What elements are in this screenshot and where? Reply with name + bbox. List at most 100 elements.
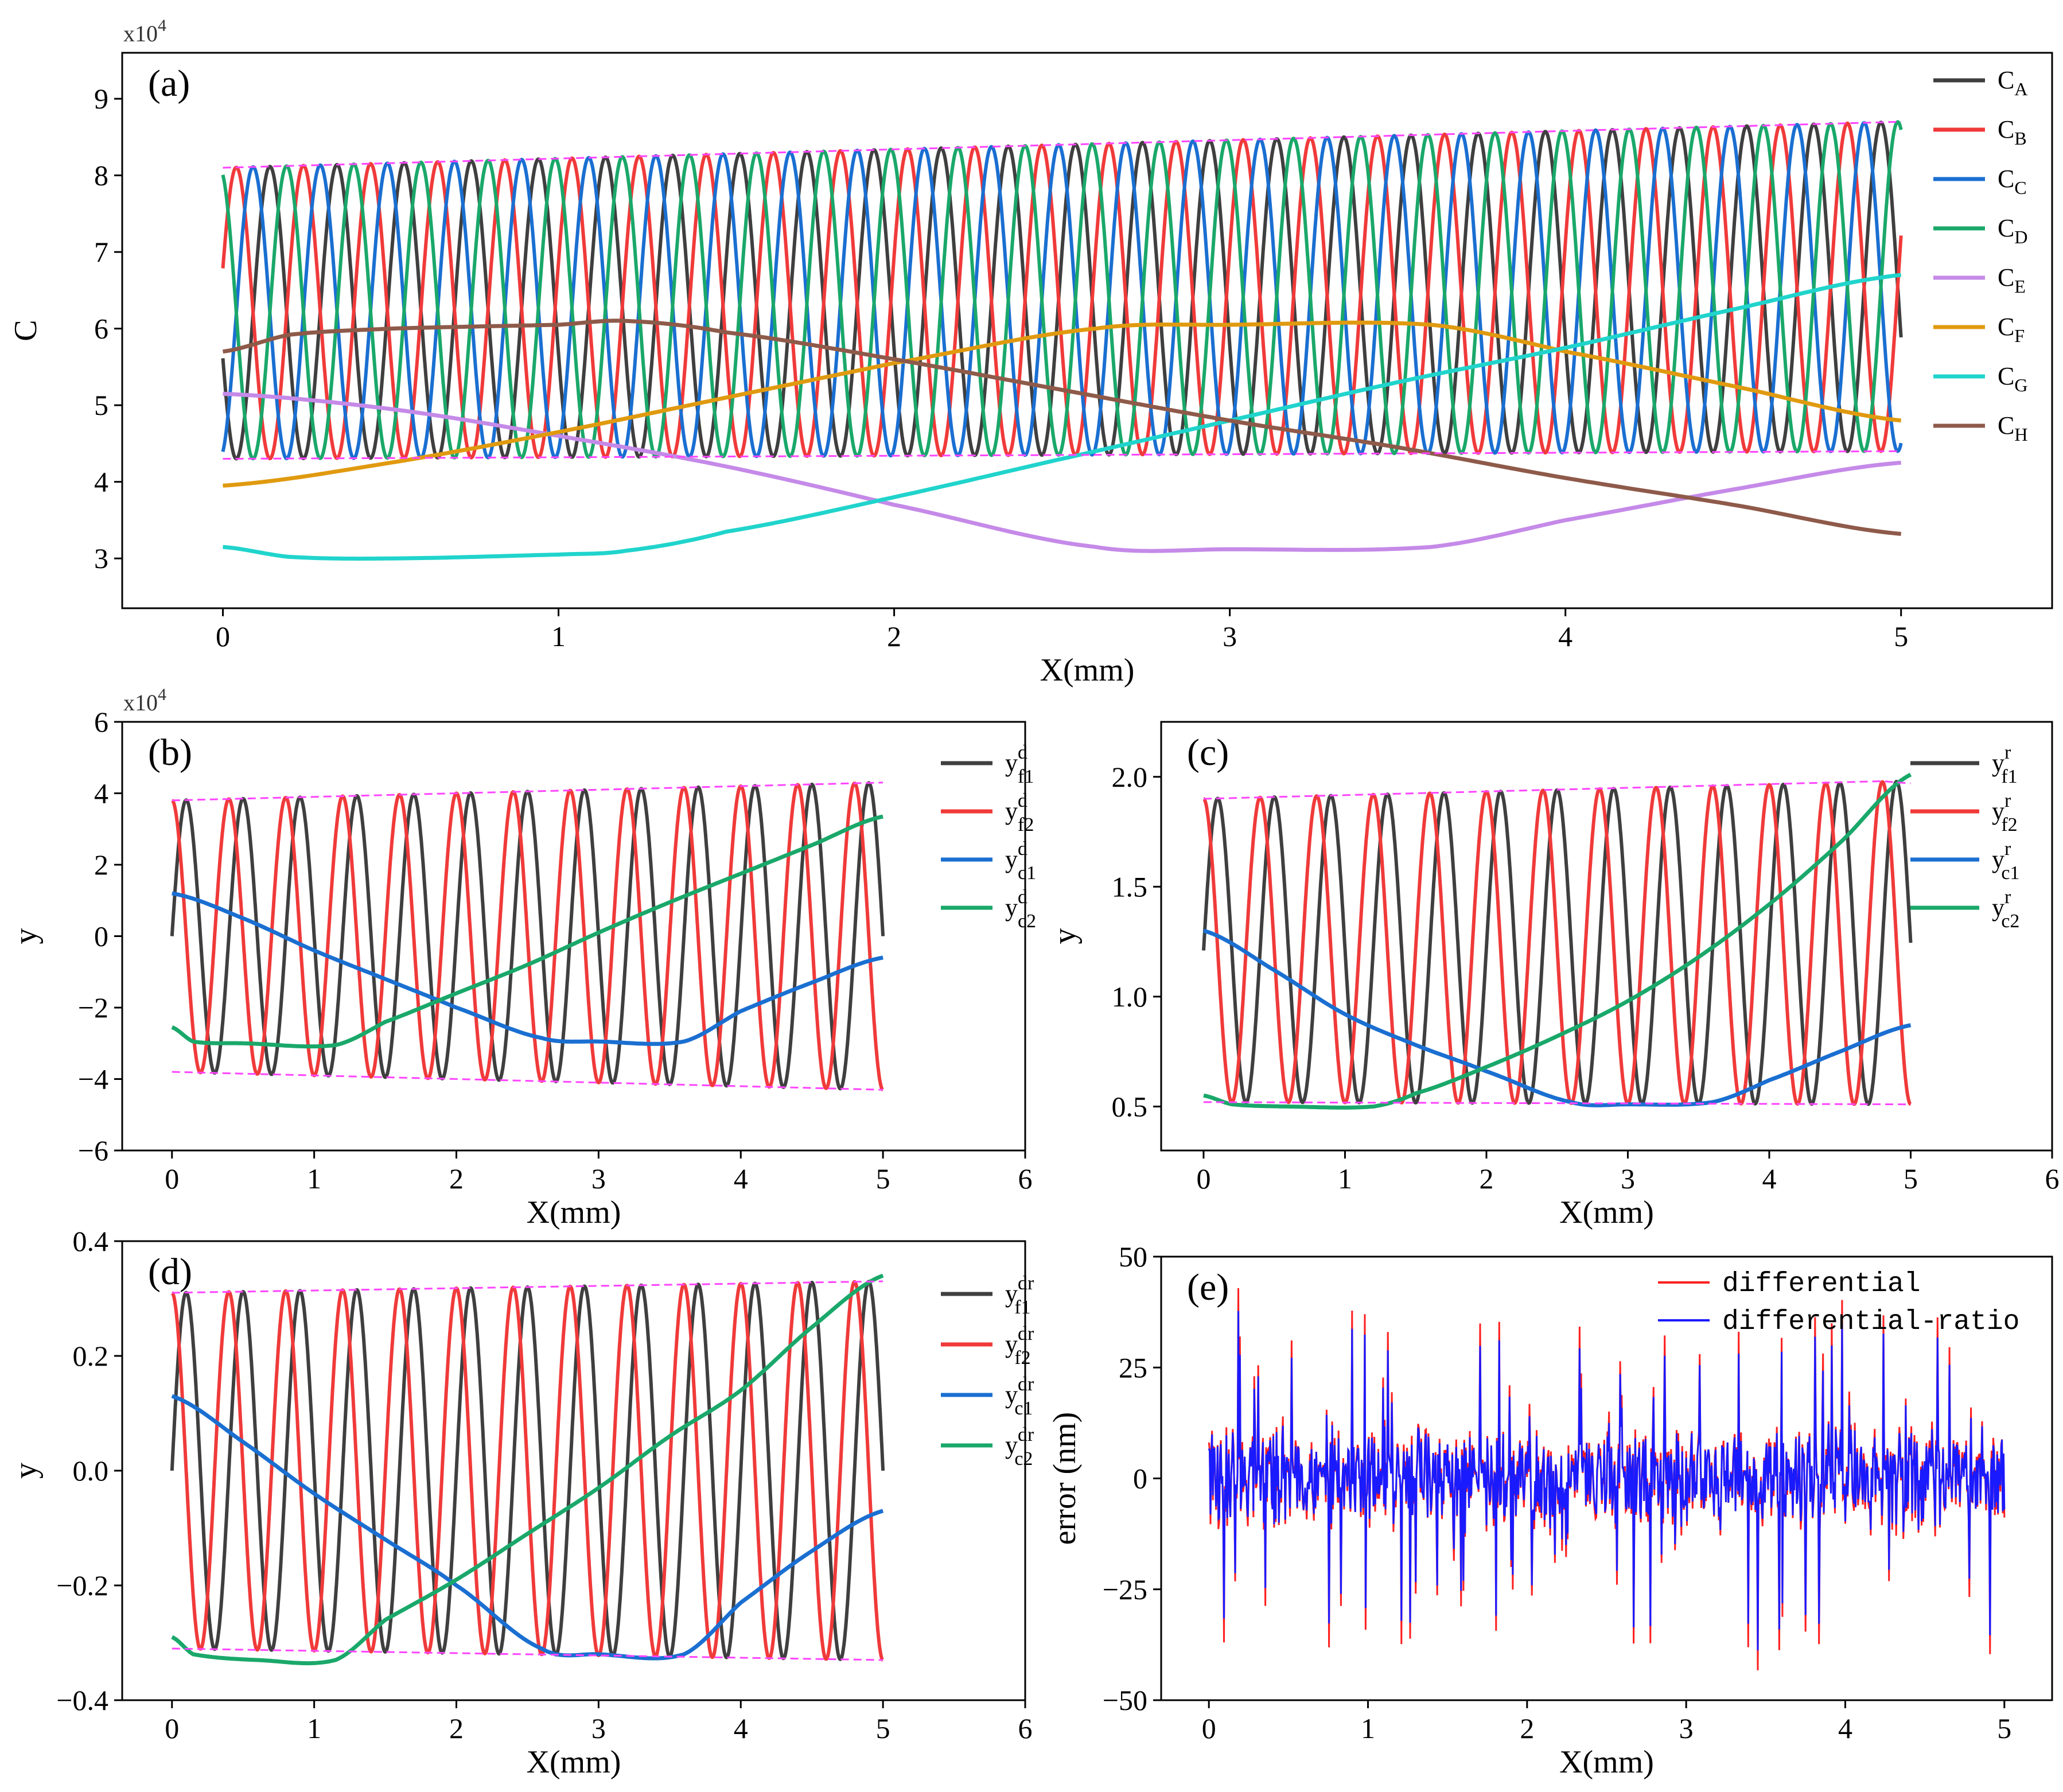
panel-label: (a) [148, 63, 190, 104]
x-tick-label: 3 [591, 1163, 606, 1195]
legend-label: ydr f1 [1005, 1273, 1034, 1318]
x-tick-label: 1 [1338, 1163, 1352, 1195]
legend-label: yd f2 [1005, 790, 1034, 835]
y-axis-label: C [8, 320, 44, 341]
x-axis-label: X(mm) [1559, 1195, 1654, 1230]
x-tick-label: 0 [1202, 1712, 1216, 1744]
envelope-upper [172, 1280, 883, 1294]
legend-label: yd c2 [1005, 887, 1036, 932]
x-tick-label: 0 [1196, 1163, 1210, 1195]
y-multiplier: x104 [123, 685, 166, 716]
x-tick-label: 2 [449, 1163, 464, 1195]
y-tick-label: 4 [94, 778, 108, 810]
x-axis-label: X(mm) [1040, 652, 1135, 688]
x-tick-label: 5 [876, 1163, 890, 1195]
x-tick-label: 4 [1558, 620, 1572, 652]
y-tick-label: −2 [78, 992, 108, 1024]
x-tick-label: 6 [1018, 1163, 1033, 1195]
x-axis-label: X(mm) [1559, 1744, 1654, 1780]
x-tick-label: 5 [876, 1712, 890, 1744]
series-line-differential-ratio [1208, 1311, 2006, 1651]
y-axis-label: y [8, 1463, 44, 1479]
y-tick-label: −4 [78, 1063, 108, 1095]
x-tick-label: 4 [734, 1163, 748, 1195]
envelope-lower [1203, 1101, 1911, 1106]
legend-label: yr c1 [1992, 838, 2019, 884]
y-tick-label: 9 [94, 83, 108, 115]
x-tick-label: 1 [307, 1163, 321, 1195]
envelope-lower [172, 1071, 883, 1091]
x-tick-label: 4 [1838, 1712, 1852, 1744]
x-tick-label: 5 [1894, 620, 1908, 652]
x-tick-label: 1 [1361, 1712, 1375, 1744]
x-tick-label: 4 [734, 1712, 748, 1744]
legend-label: yd c1 [1005, 838, 1036, 884]
envelope-upper [223, 120, 1901, 169]
envelope-lower [172, 1647, 883, 1661]
x-tick-label: 3 [591, 1712, 606, 1744]
panel-label: (d) [148, 1251, 192, 1293]
series-line-h [223, 318, 1902, 536]
x-tick-label: 2 [1479, 1163, 1493, 1195]
y-tick-label: −0.2 [56, 1569, 108, 1601]
x-axis-label: X(mm) [527, 1195, 621, 1230]
y-tick-label: 0.4 [73, 1225, 109, 1257]
y-tick-label: 25 [1119, 1351, 1147, 1383]
x-tick-label: 0 [165, 1163, 179, 1195]
y-tick-label: 0.2 [73, 1340, 109, 1372]
legend-label: CG [1998, 362, 2027, 395]
legend-label: CD [1998, 214, 2027, 247]
envelope-upper [1203, 780, 1911, 800]
legend-label: ydr f2 [1005, 1323, 1034, 1369]
series-line-e [223, 391, 1902, 553]
panel-d: 0 1 2 3 4 5 6−0.4−0.20.00.20.4X(mm)y(d)ydr f1yd… [8, 1225, 1034, 1780]
x-tick-label: 5 [1904, 1163, 1918, 1195]
series-line-c [221, 121, 1903, 461]
y-tick-label: 6 [94, 706, 108, 738]
series-line-f2 [170, 782, 885, 1091]
legend-label: yr c2 [1992, 887, 2019, 932]
legend-label: CB [1998, 115, 2027, 149]
series-line-g [223, 273, 1902, 561]
legend-label: CC [1998, 165, 2027, 198]
y-tick-label: 6 [94, 313, 108, 345]
y-axis-label: y [1047, 928, 1083, 944]
plot-area [170, 781, 885, 1091]
y-tick-label: 2.0 [1112, 761, 1148, 793]
x-axis-label: X(mm) [527, 1744, 621, 1780]
series-line-c2 [170, 814, 883, 1049]
legend-label: CF [1998, 313, 2025, 346]
plot-area [170, 1273, 885, 1666]
series-line-c2 [1202, 772, 1912, 1110]
envelope-upper [172, 782, 883, 802]
plot-frame [1160, 721, 2053, 1152]
legend-label: ydr c2 [1005, 1424, 1034, 1470]
y-tick-label: 0.5 [1112, 1090, 1148, 1122]
x-tick-label: 4 [1762, 1163, 1776, 1195]
series-line-c1 [1202, 928, 1912, 1107]
x-tick-label: 2 [887, 620, 901, 652]
y-axis-label: error (nm) [1047, 1412, 1083, 1545]
y-multiplier: x104 [123, 16, 166, 46]
plot-area [1202, 772, 1913, 1110]
legend: yr f1 yr f2 yr c1 yr c2 [1910, 742, 2019, 932]
y-tick-label: 0.0 [73, 1455, 109, 1487]
x-tick-label: 3 [1679, 1712, 1694, 1744]
series-line-f2 [170, 1280, 885, 1662]
legend: ydr f1 ydr f2 ydr c1 ydr c2 [941, 1273, 1034, 1470]
series-line-c2 [170, 1273, 884, 1666]
legend: CA CB CC CD CE CF CG CH [1933, 66, 2027, 445]
legend-label: differential-ratio [1722, 1307, 2019, 1338]
panel-c: 0 1 2 3 4 5 6 0.5 1.0 1.5 2.0 X(mm) y (c) yr f1 yr f2 yr c1… [1047, 721, 2060, 1230]
plot-area [221, 120, 1903, 561]
legend-label: yr f2 [1992, 790, 2018, 835]
series-line-d [221, 120, 1903, 461]
y-tick-label: 8 [94, 160, 108, 192]
panel-label: (e) [1187, 1266, 1229, 1308]
x-tick-label: 0 [165, 1712, 179, 1744]
x-tick-label: 2 [1520, 1712, 1534, 1744]
legend: differential differential-ratio [1658, 1269, 2019, 1338]
